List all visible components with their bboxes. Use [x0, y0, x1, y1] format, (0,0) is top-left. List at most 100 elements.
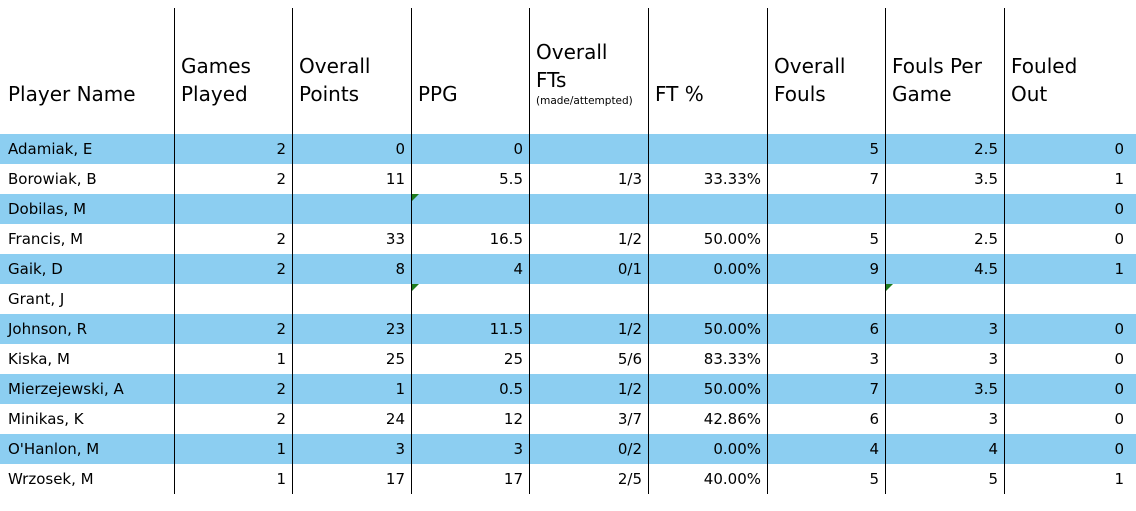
cell-name[interactable]: Johnson, R: [0, 314, 175, 344]
cell-fpg[interactable]: 3: [886, 314, 1005, 344]
cell-fts[interactable]: 1/2: [530, 224, 649, 254]
cell-fouled_out[interactable]: 0: [1114, 320, 1124, 338]
cell-fpg[interactable]: 3: [886, 404, 1005, 434]
cell-fts[interactable]: 1/2: [530, 374, 649, 404]
cell-name[interactable]: Borowiak, B: [0, 164, 175, 194]
cell-fouled_out[interactable]: 0: [1114, 140, 1124, 158]
cell-fts[interactable]: [530, 284, 649, 314]
cell-points[interactable]: 23: [293, 314, 412, 344]
cell-fpg[interactable]: 4: [886, 434, 1005, 464]
cell-fouls[interactable]: 6: [768, 314, 886, 344]
cell-ppg[interactable]: 4: [412, 254, 530, 284]
cell-ftpct[interactable]: 42.86%: [649, 404, 768, 434]
cell-ftpct[interactable]: 0.00%: [649, 254, 768, 284]
cell-fouled_out[interactable]: 0: [1114, 230, 1124, 248]
cell-ppg[interactable]: [412, 194, 530, 224]
cell-fouled_out[interactable]: 0: [1114, 410, 1124, 428]
cell-games[interactable]: 2: [175, 314, 293, 344]
cell-ftpct[interactable]: [649, 134, 768, 164]
cell-fpg[interactable]: 3.5: [886, 374, 1005, 404]
cell-fpg[interactable]: [886, 194, 1005, 224]
cell-ftpct[interactable]: 0.00%: [649, 434, 768, 464]
cell-ppg[interactable]: [412, 284, 530, 314]
cell-ppg[interactable]: 11.5: [412, 314, 530, 344]
cell-points[interactable]: 11: [293, 164, 412, 194]
cell-name[interactable]: Dobilas, M: [0, 194, 175, 224]
cell-fouls[interactable]: [768, 284, 886, 314]
cell-ppg[interactable]: 16.5: [412, 224, 530, 254]
cell-fts[interactable]: 0/2: [530, 434, 649, 464]
cell-fouls[interactable]: 9: [768, 254, 886, 284]
cell-games[interactable]: [175, 284, 293, 314]
cell-ftpct[interactable]: 50.00%: [649, 374, 768, 404]
cell-fpg[interactable]: 5: [886, 464, 1005, 494]
cell-fouled_out[interactable]: 0: [1114, 380, 1124, 398]
column-header-fts[interactable]: Overall FTs (made/attempted): [530, 8, 649, 134]
cell-points[interactable]: [293, 194, 412, 224]
cell-ppg[interactable]: 12: [412, 404, 530, 434]
column-header-fouls[interactable]: Overall Fouls: [768, 8, 886, 134]
cell-name[interactable]: Francis, M: [0, 224, 175, 254]
cell-ftpct[interactable]: 83.33%: [649, 344, 768, 374]
column-header-points[interactable]: Overall Points: [293, 8, 412, 134]
cell-fpg[interactable]: 3.5: [886, 164, 1005, 194]
cell-fts[interactable]: 0/1: [530, 254, 649, 284]
cell-fouls[interactable]: 7: [768, 164, 886, 194]
cell-points[interactable]: 24: [293, 404, 412, 434]
column-header-ftpct[interactable]: FT %: [649, 8, 768, 134]
cell-games[interactable]: 2: [175, 254, 293, 284]
cell-points[interactable]: 33: [293, 224, 412, 254]
cell-fts[interactable]: 3/7: [530, 404, 649, 434]
cell-ftpct[interactable]: 50.00%: [649, 224, 768, 254]
cell-games[interactable]: [175, 194, 293, 224]
cell-ppg[interactable]: 0.5: [412, 374, 530, 404]
cell-fouled_out[interactable]: 1: [1114, 470, 1124, 488]
cell-ftpct[interactable]: 50.00%: [649, 314, 768, 344]
cell-ppg[interactable]: 25: [412, 344, 530, 374]
cell-fouled_out[interactable]: 0: [1114, 350, 1124, 368]
cell-points[interactable]: 8: [293, 254, 412, 284]
cell-fouled_out[interactable]: 0: [1114, 440, 1124, 458]
cell-name[interactable]: Mierzejewski, A: [0, 374, 175, 404]
cell-fouls[interactable]: 5: [768, 464, 886, 494]
cell-games[interactable]: 2: [175, 224, 293, 254]
cell-ftpct[interactable]: [649, 194, 768, 224]
cell-points[interactable]: 25: [293, 344, 412, 374]
cell-fpg[interactable]: 4.5: [886, 254, 1005, 284]
cell-name[interactable]: Gaik, D: [0, 254, 175, 284]
cell-games[interactable]: 2: [175, 404, 293, 434]
cell-fouls[interactable]: 5: [768, 134, 886, 164]
cell-ppg[interactable]: 0: [412, 134, 530, 164]
cell-fouls[interactable]: 5: [768, 224, 886, 254]
column-header-name[interactable]: Player Name: [0, 8, 175, 134]
column-header-games[interactable]: Games Played: [175, 8, 293, 134]
cell-points[interactable]: [293, 284, 412, 314]
cell-ppg[interactable]: 5.5: [412, 164, 530, 194]
cell-points[interactable]: 17: [293, 464, 412, 494]
cell-points[interactable]: 0: [293, 134, 412, 164]
cell-games[interactable]: 1: [175, 464, 293, 494]
cell-fouled_out[interactable]: [1005, 284, 1136, 314]
cell-games[interactable]: 2: [175, 374, 293, 404]
cell-fouled_out[interactable]: 1: [1114, 170, 1124, 188]
cell-ftpct[interactable]: 40.00%: [649, 464, 768, 494]
cell-fts[interactable]: [530, 134, 649, 164]
cell-fts[interactable]: 1/3: [530, 164, 649, 194]
cell-ftpct[interactable]: [649, 284, 768, 314]
cell-games[interactable]: 1: [175, 434, 293, 464]
cell-games[interactable]: 2: [175, 164, 293, 194]
column-header-fpg[interactable]: Fouls Per Game: [886, 8, 1005, 134]
cell-points[interactable]: 1: [293, 374, 412, 404]
cell-name[interactable]: Adamiak, E: [0, 134, 175, 164]
cell-name[interactable]: Grant, J: [0, 284, 175, 314]
cell-fpg[interactable]: 3: [886, 344, 1005, 374]
cell-fts[interactable]: [530, 194, 649, 224]
cell-games[interactable]: 1: [175, 344, 293, 374]
cell-fouled_out[interactable]: 0: [1114, 200, 1124, 218]
cell-fpg[interactable]: 2.5: [886, 224, 1005, 254]
cell-name[interactable]: Minikas, K: [0, 404, 175, 434]
cell-fouled_out[interactable]: 1: [1114, 260, 1124, 278]
cell-name[interactable]: Kiska, M: [0, 344, 175, 374]
cell-name[interactable]: Wrzosek, M: [0, 464, 175, 494]
cell-fts[interactable]: 5/6: [530, 344, 649, 374]
